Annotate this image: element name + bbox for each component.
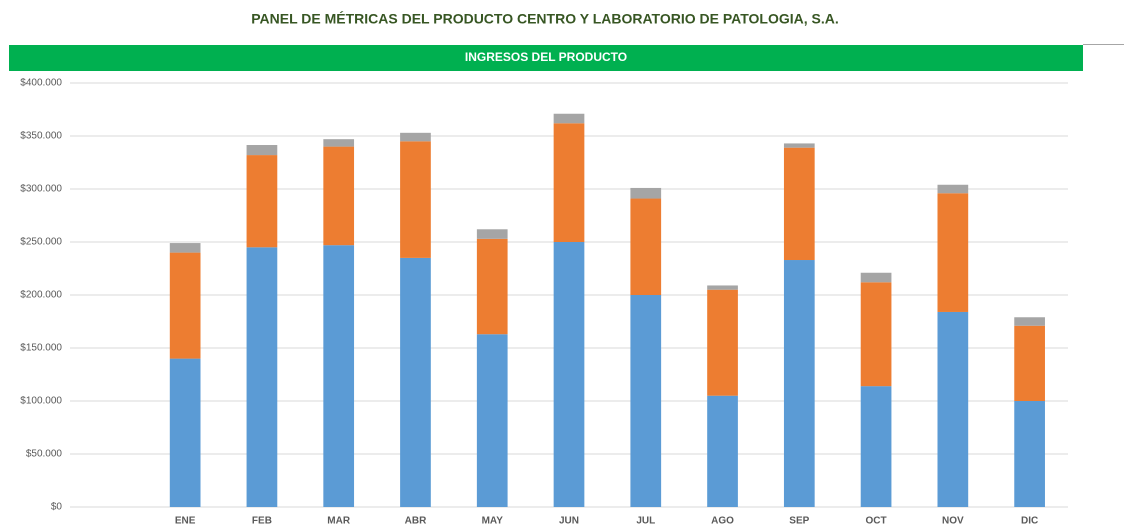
bar-segment: [476, 229, 508, 239]
bar-segment: [553, 242, 585, 507]
header-banner: [9, 45, 1083, 71]
bar-segment: [323, 139, 355, 147]
bar-segment: [937, 311, 969, 507]
y-tick-label: $400.000: [20, 78, 62, 89]
bar-segment: [783, 260, 815, 507]
x-tick-label: JUL: [636, 516, 655, 525]
y-tick-label: $0: [51, 502, 63, 513]
bar-segment: [937, 184, 969, 194]
bar-segment: [323, 146, 355, 246]
bar-segment: [400, 257, 431, 507]
bar-segment: [1014, 401, 1045, 507]
bar-segment: [476, 238, 508, 335]
bar-segment: [400, 141, 431, 258]
bar-segment: [1014, 325, 1045, 401]
x-tick-label: JUN: [559, 516, 579, 525]
bar-segment: [630, 295, 662, 507]
x-tick-label: AGO: [711, 516, 734, 525]
bar-segment: [553, 123, 585, 242]
bar-segment: [323, 245, 355, 507]
bar-segment: [1014, 317, 1045, 326]
bar-segment: [476, 334, 508, 507]
x-tick-label: OCT: [866, 516, 887, 525]
y-tick-label: $350.000: [20, 131, 62, 142]
x-tick-label: MAY: [482, 516, 504, 525]
page-title: PANEL DE MÉTRICAS DEL PRODUCTO CENTRO Y …: [251, 11, 839, 27]
bar-segment: [553, 113, 585, 124]
bar-segment: [630, 198, 662, 295]
y-tick-label: $250.000: [20, 237, 62, 248]
x-tick-label: ABR: [405, 516, 427, 525]
bar-segment: [937, 193, 969, 312]
x-tick-label: DIC: [1021, 516, 1038, 525]
x-tick-label: MAR: [327, 516, 351, 525]
bar-segment: [169, 252, 201, 359]
y-tick-label: $200.000: [20, 290, 62, 301]
bar-segment: [783, 143, 815, 148]
bar-segment: [630, 187, 662, 199]
bar-segment: [860, 386, 892, 507]
y-tick-label: $100.000: [20, 396, 62, 407]
bar-segment: [860, 282, 892, 387]
bar-segment: [169, 358, 201, 507]
bar-segment: [707, 395, 738, 507]
x-tick-label: SEP: [789, 516, 809, 525]
chart-title: INGRESOS DEL PRODUCTO: [465, 50, 627, 64]
bar-segment: [246, 155, 278, 248]
y-tick-label: $50.000: [26, 449, 63, 460]
x-tick-label: FEB: [252, 516, 272, 525]
y-tick-label: $300.000: [20, 184, 62, 195]
bar-segment: [707, 289, 738, 396]
x-tick-label: ENE: [175, 516, 196, 525]
bar-segment: [246, 247, 278, 508]
bar-segment: [400, 132, 431, 142]
y-tick-label: $150.000: [20, 343, 62, 354]
bar-segment: [707, 285, 738, 290]
x-tick-label: NOV: [942, 516, 964, 525]
bar-segment: [860, 272, 892, 283]
bar-segment: [169, 243, 201, 253]
bar-segment: [246, 145, 278, 156]
bar-segment: [783, 147, 815, 261]
